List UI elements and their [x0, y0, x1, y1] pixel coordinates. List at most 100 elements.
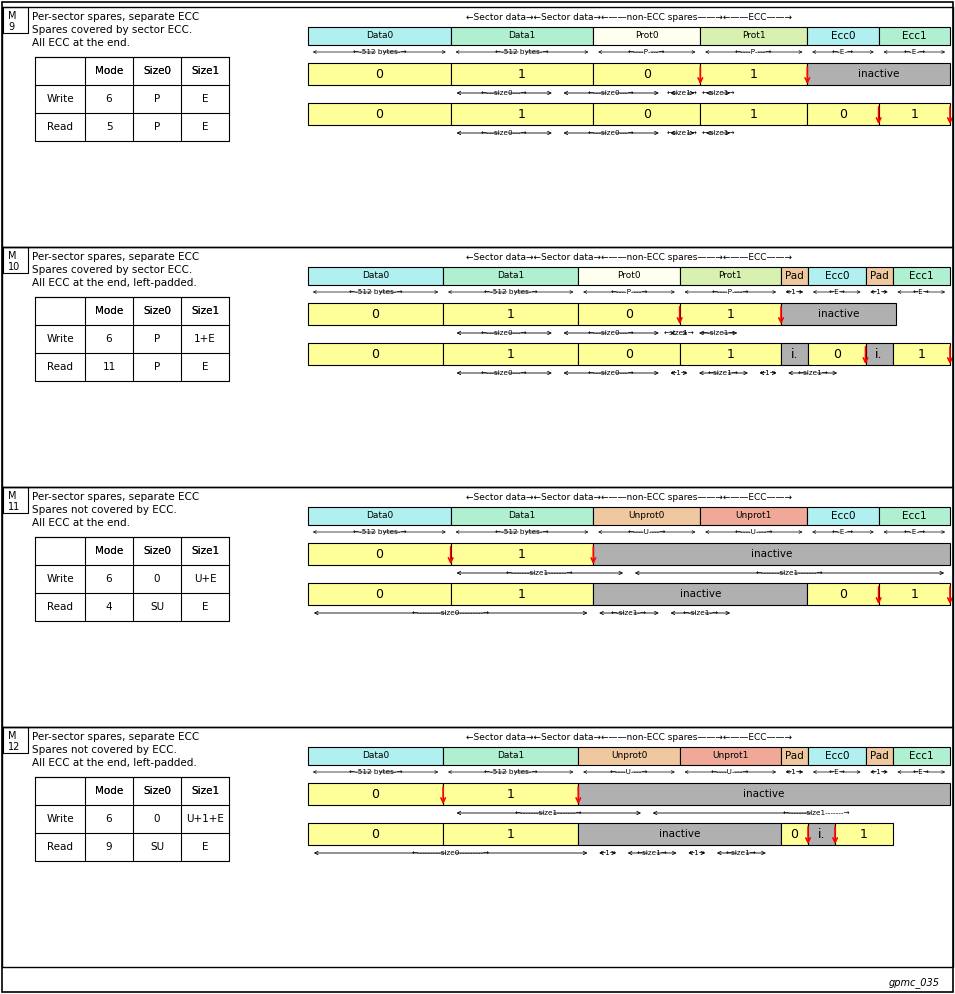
Bar [781, 343, 808, 365]
Text: 1+E: 1+E [194, 334, 216, 344]
Text: 1: 1 [727, 348, 734, 361]
Text: M: M [8, 491, 16, 501]
Text: Pad: Pad [870, 271, 888, 281]
Bar [808, 747, 865, 765]
Text: ←1→: ←1→ [759, 370, 776, 376]
Text: Ecc0: Ecc0 [824, 271, 849, 281]
Text: ←---size0---→: ←---size0---→ [481, 370, 527, 376]
Bar [443, 783, 579, 805]
Bar [308, 303, 443, 325]
Bar [35, 537, 229, 621]
Bar [865, 343, 893, 365]
Text: SU: SU [150, 602, 164, 612]
Bar [593, 63, 700, 85]
Text: 1: 1 [507, 787, 515, 800]
Text: 0: 0 [791, 827, 798, 841]
Text: Size0: Size0 [143, 546, 171, 556]
Bar [2, 487, 953, 727]
Bar [35, 777, 229, 861]
Bar [807, 63, 950, 85]
Text: ←----U----→: ←----U----→ [609, 769, 648, 775]
Text: 0: 0 [375, 548, 383, 561]
Text: ←size1→: ←size1→ [664, 330, 694, 336]
Text: 0: 0 [154, 574, 160, 584]
Text: Read: Read [47, 122, 73, 132]
Text: P: P [154, 334, 160, 344]
Text: ←-512 bytes-→: ←-512 bytes-→ [484, 769, 538, 775]
Bar [451, 507, 593, 525]
Text: ←size1→: ←size1→ [667, 90, 698, 96]
Text: Size0: Size0 [143, 66, 171, 76]
Bar [2, 727, 953, 967]
Text: Pad: Pad [870, 751, 888, 761]
Text: Per-sector spares, separate ECC: Per-sector spares, separate ECC [32, 12, 200, 22]
Text: ←size1→: ←size1→ [708, 370, 739, 376]
Text: Per-sector spares, separate ECC: Per-sector spares, separate ECC [32, 252, 200, 262]
Text: ←-512 bytes-→: ←-512 bytes-→ [496, 529, 549, 535]
Bar [680, 267, 781, 285]
Text: Pad: Pad [785, 751, 804, 761]
Text: ←-512 bytes-→: ←-512 bytes-→ [352, 529, 406, 535]
Text: P: P [154, 94, 160, 104]
Text: ←----U----→: ←----U----→ [627, 529, 666, 535]
Text: ←1→: ←1→ [689, 850, 705, 856]
Text: Data1: Data1 [508, 32, 536, 41]
Bar [35, 297, 229, 381]
Text: Mode: Mode [95, 786, 123, 796]
Text: i.: i. [791, 348, 798, 361]
Bar [893, 343, 950, 365]
Bar [879, 103, 950, 125]
Text: M: M [8, 11, 16, 21]
Text: Mode: Mode [95, 546, 123, 556]
Text: 0: 0 [643, 68, 651, 81]
Text: 9: 9 [106, 842, 113, 852]
Text: 0: 0 [625, 348, 633, 361]
Text: Size0: Size0 [143, 306, 171, 316]
Text: 11: 11 [8, 502, 20, 512]
Bar [579, 783, 950, 805]
Text: Mode: Mode [95, 786, 123, 796]
Bar [865, 267, 893, 285]
Bar [451, 103, 593, 125]
Text: ←1→: ←1→ [670, 370, 688, 376]
Bar [893, 747, 950, 765]
Text: 0: 0 [371, 787, 379, 800]
Text: Mode: Mode [95, 546, 123, 556]
Text: 1: 1 [727, 307, 734, 320]
Bar [3, 727, 28, 753]
Text: Ecc0: Ecc0 [824, 751, 849, 761]
Bar [893, 267, 950, 285]
Bar [879, 583, 950, 605]
Text: ←E→: ←E→ [828, 289, 845, 295]
Text: E: E [202, 122, 208, 132]
Bar [308, 27, 451, 45]
Bar [443, 303, 579, 325]
Text: ←-512 bytes-→: ←-512 bytes-→ [349, 289, 402, 295]
Bar [308, 63, 451, 85]
Bar [781, 747, 808, 765]
Bar [808, 823, 835, 845]
Text: ←-------size1-------→: ←-------size1-------→ [506, 570, 574, 576]
Text: ←Sector data→←Sector data→←——non-ECC spares——→←——ECC——→: ←Sector data→←Sector data→←——non-ECC spa… [466, 733, 792, 742]
Bar [808, 267, 865, 285]
Bar [579, 747, 680, 765]
Bar [2, 7, 953, 247]
Text: 0: 0 [371, 307, 379, 320]
Text: Data1: Data1 [508, 512, 536, 521]
Bar [579, 267, 680, 285]
Bar [579, 343, 680, 365]
Text: P: P [154, 362, 160, 372]
Text: Spares not covered by ECC.: Spares not covered by ECC. [32, 505, 177, 515]
Text: ←-E-→: ←-E-→ [903, 529, 925, 535]
Text: 5: 5 [106, 122, 113, 132]
Text: ←Sector data→←Sector data→←——non-ECC spares——→←——ECC——→: ←Sector data→←Sector data→←——non-ECC spa… [466, 13, 792, 22]
Text: 4: 4 [106, 602, 113, 612]
Text: 1: 1 [860, 827, 868, 841]
Bar [443, 747, 579, 765]
Text: Pad: Pad [785, 271, 804, 281]
Text: Write: Write [46, 94, 74, 104]
Text: ←----U----→: ←----U----→ [711, 769, 750, 775]
Text: Size1: Size1 [191, 546, 219, 556]
Text: ←size1→: ←size1→ [726, 850, 756, 856]
Bar [308, 747, 443, 765]
